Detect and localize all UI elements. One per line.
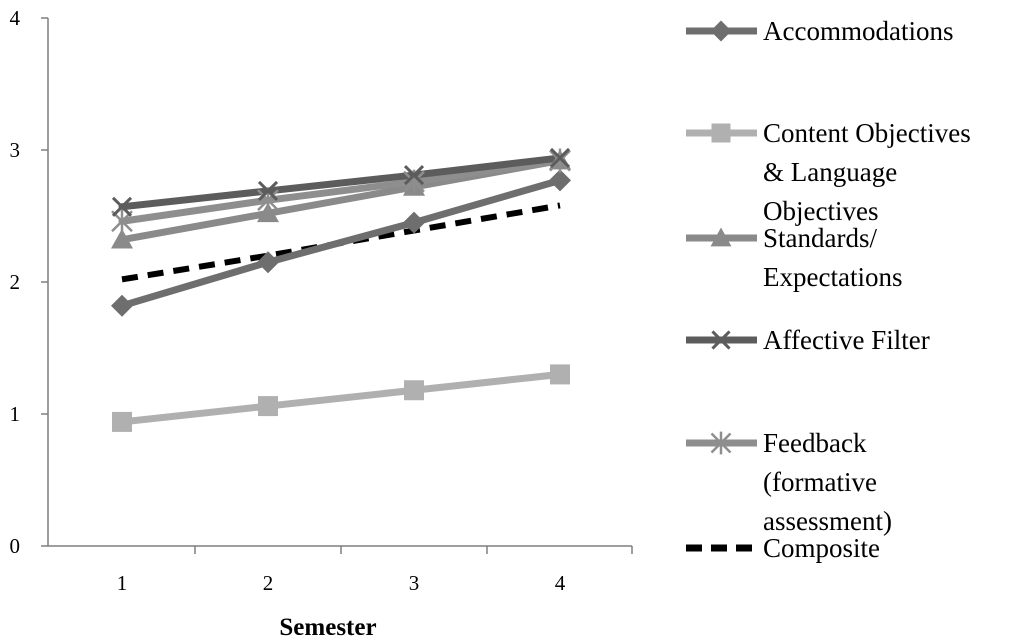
legend-swatch-marker [711,123,731,143]
data-point-s1-0 [112,411,132,432]
series-markers [111,147,571,432]
x-tick-label: 4 [555,571,566,595]
legend-swatch-marker [710,20,732,42]
legend-label-line: Standards/ [763,223,877,253]
x-tick-label: 3 [409,571,420,595]
legend-entry: Standards/Expectations [686,223,902,292]
x-axis-title: Semester [279,614,376,640]
series-lines [118,154,564,426]
y-tick-label: 1 [10,402,21,426]
data-point-s1-2 [404,380,424,401]
data-point-s2-1 [257,202,279,223]
legend-label-line: Objectives [763,196,878,226]
legend: Accommodations Content Objectives & Langua… [686,16,971,563]
legend-entry: Content Objectives & Language Objectives [686,118,971,226]
legend-entry: Accommodations [686,16,953,46]
legend-entry: Feedback (formative assessment) [686,428,892,536]
y-tick-label: 2 [10,270,21,294]
y-tick-label: 0 [10,534,21,558]
legend-swatch-marker [710,431,732,455]
legend-entry: Composite [686,533,880,563]
data-point-s0-2 [403,211,425,234]
legend-label: Accommodations [763,16,953,46]
data-point-s0-1 [257,251,279,274]
legend-label-line: Content Objectives [763,118,971,148]
legend-label: Standards/Expectations [763,223,902,292]
legend-label-line: & Language [763,157,897,187]
legend-label: Feedback (formative assessment) [763,428,892,536]
data-point-s2-0 [111,228,133,249]
data-point-s3-3 [549,147,571,168]
legend-label: Composite [763,533,880,563]
legend-label-line: Expectations [763,262,902,292]
series-line-3 [118,154,564,211]
legend-entry: Affective Filter [686,325,930,355]
legend-label-line: Accommodations [763,16,953,46]
x-tick-label: 2 [263,571,274,595]
y-tick-label: 3 [10,138,21,162]
data-point-s1-3 [550,364,570,385]
axes: 0 1 2 3 4 1 2 3 4 [10,6,633,595]
legend-swatch-marker [710,227,732,247]
legend-label-line: Composite [763,533,880,563]
data-point-s4-3 [549,148,571,173]
series-line-4 [118,157,564,225]
series-line-1 [118,370,564,426]
data-point-s3-1 [257,180,279,201]
data-point-s0-0 [111,294,133,317]
data-point-s3-2 [403,165,425,186]
legend-label: Content Objectives & Language Objectives [763,118,971,226]
legend-label-line: Affective Filter [763,325,930,355]
legend-swatch-marker [711,330,731,350]
data-point-s3-0 [111,196,133,217]
legend-label-line: (formative [763,467,877,497]
legend-label: Affective Filter [763,325,930,355]
data-point-s1-1 [258,396,278,417]
data-point-s0-3 [549,169,571,192]
series-line-0 [118,176,564,310]
legend-label-line: Feedback [763,428,867,458]
y-tick-label: 4 [10,6,21,30]
x-tick-label: 1 [117,571,128,595]
legend-label-line: assessment) [763,506,892,536]
